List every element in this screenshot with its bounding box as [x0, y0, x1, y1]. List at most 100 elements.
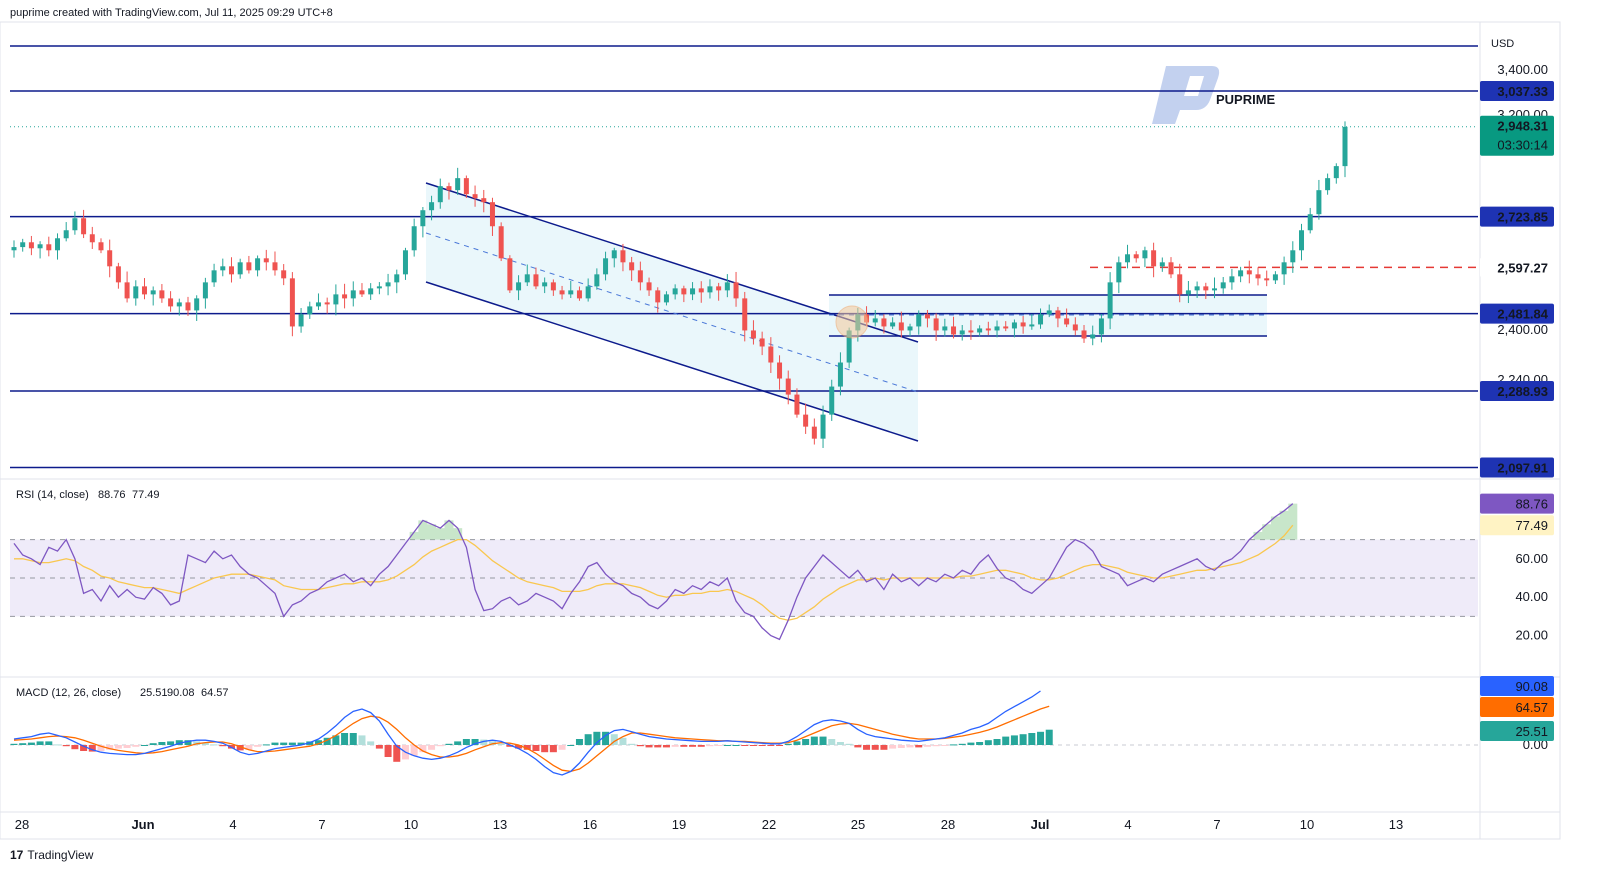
candle-body — [550, 282, 556, 291]
time-axis-tick: 28 — [15, 817, 29, 832]
candle-body — [263, 258, 269, 263]
macd-histogram-bar — [541, 745, 549, 753]
candle-body — [994, 326, 1000, 331]
candle-body — [107, 250, 113, 267]
time-axis-tick: 4 — [229, 817, 236, 832]
candle-body — [150, 290, 156, 295]
candle-body — [333, 294, 339, 305]
macd-histogram-bar — [549, 745, 557, 753]
macd-histogram-bar — [575, 739, 583, 745]
macd-histogram-bar — [767, 745, 775, 746]
time-axis-tick: 10 — [1300, 817, 1314, 832]
last-price-label: 2,948.31 — [1497, 119, 1548, 134]
candle-body — [307, 306, 313, 315]
candle-body — [655, 290, 661, 303]
macd-histogram-bar — [19, 743, 27, 745]
rsi-value: 88.76 — [98, 489, 126, 501]
macd-histogram-bar — [358, 735, 366, 745]
macd-histogram-bar — [880, 745, 888, 750]
macd-histogram-bar — [297, 742, 305, 745]
candle-body — [1316, 190, 1322, 215]
macd-histogram-bar — [114, 745, 122, 749]
macd-histogram-bar — [462, 739, 470, 745]
price-axis-tick: 2,400.00 — [1497, 322, 1548, 337]
macd-histogram-bar — [602, 731, 610, 745]
candle-body — [72, 218, 78, 231]
candle-body — [837, 362, 843, 387]
macd-histogram-bar — [715, 745, 723, 746]
channel-mid-line — [425, 232, 919, 393]
rsi-label-bg — [1480, 493, 1554, 514]
candle-body — [759, 338, 765, 347]
macd-histogram-bar — [53, 744, 61, 746]
candle-body — [81, 218, 87, 235]
macd-histogram-bar — [428, 745, 436, 750]
candle-body — [394, 274, 400, 283]
macd-histogram-bar — [410, 745, 418, 756]
candle-body — [1212, 288, 1218, 291]
candle-body — [1299, 230, 1305, 251]
candle-body — [933, 318, 939, 331]
rsi-overbought-fill — [409, 503, 1298, 540]
candle-body — [1281, 262, 1287, 275]
channel-lower-line — [425, 281, 919, 442]
candle-body — [255, 258, 261, 271]
candle-body — [1220, 282, 1226, 289]
candle-body — [368, 288, 374, 295]
time-axis-tick: 7 — [1213, 817, 1220, 832]
candle-body — [350, 290, 356, 299]
descending-channel-area — [426, 183, 918, 441]
candle-body — [533, 274, 539, 287]
macd-histogram-bar — [341, 733, 349, 745]
candle-body — [472, 194, 478, 199]
candle-body — [916, 314, 922, 327]
candle-body — [881, 318, 887, 327]
macd-histogram-bar — [854, 745, 862, 748]
tradingview-logo[interactable]: 17 TradingView — [10, 848, 93, 862]
time-axis-tick: 4 — [1124, 817, 1131, 832]
macd-histogram-bar — [958, 743, 966, 745]
candle-body — [1090, 334, 1096, 339]
macd-histogram-bar — [262, 744, 270, 746]
macd-histogram-bar — [689, 745, 697, 747]
macd-label-bg — [1480, 676, 1554, 696]
macd-histogram-bar — [201, 742, 209, 745]
macd-histogram-bar — [1002, 736, 1010, 745]
macd-histogram-bar — [471, 739, 479, 745]
candle-body — [1151, 250, 1157, 267]
candle-body — [315, 302, 321, 307]
macd-histogram-bar — [802, 739, 810, 745]
candle-body — [794, 394, 800, 415]
macd-hist-label-bg — [1480, 721, 1554, 741]
macd-histogram-bar — [593, 731, 601, 745]
macd-histogram-bar — [950, 744, 958, 746]
candle-body — [20, 242, 26, 248]
candle-body — [1194, 286, 1200, 291]
macd-histogram-bar — [445, 743, 453, 745]
macd-histogram-bar — [749, 745, 757, 746]
price-axis-tick: 3,400.00 — [1497, 62, 1548, 77]
macd-histogram-bar — [523, 745, 531, 750]
macd-histogram-bar — [1045, 729, 1053, 745]
candle-body — [1038, 314, 1044, 325]
candle-body — [1342, 126, 1348, 167]
macd-histogram-bar — [236, 745, 244, 751]
macd-value: 90.08 — [167, 687, 195, 699]
level-label-3: 2,288.93 — [1497, 384, 1548, 399]
candle-body — [977, 328, 983, 333]
candle-body — [846, 330, 852, 363]
candle-body — [489, 202, 495, 227]
candle-body — [507, 258, 513, 291]
macd-line — [13, 690, 1041, 776]
rsi-axis-tick: 60.00 — [1515, 551, 1548, 566]
time-axis-tick: 13 — [1389, 817, 1403, 832]
candle-body — [603, 258, 609, 275]
time-axis-tick: Jul — [1031, 817, 1050, 832]
candle-body — [246, 262, 252, 271]
tradingview-logo-text: TradingView — [27, 848, 94, 862]
macd-histogram-bar — [323, 737, 331, 745]
time-axis-tick: 19 — [672, 817, 686, 832]
candle-body — [1064, 318, 1070, 325]
candle-body — [1185, 290, 1191, 295]
